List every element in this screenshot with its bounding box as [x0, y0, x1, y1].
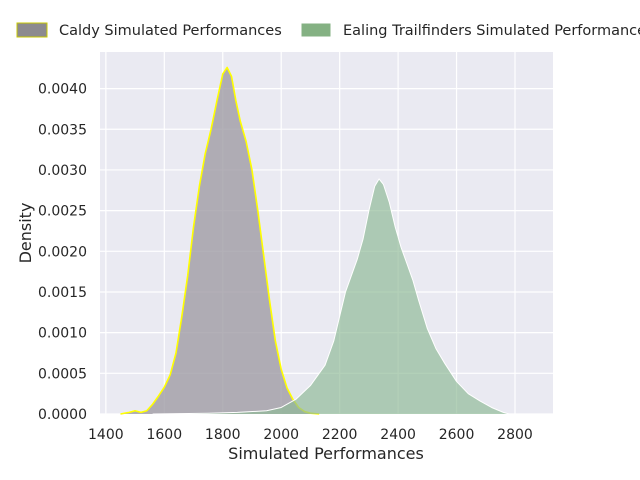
legend-label-caldy: Caldy Simulated Performances [59, 23, 282, 39]
x-tick-label: 2200 [322, 427, 358, 443]
x-tick-label: 2400 [380, 427, 416, 443]
y-tick-label: 0.0005 [38, 366, 87, 382]
y-tick-label: 0.0025 [38, 204, 87, 220]
x-tick-label: 2000 [263, 427, 299, 443]
y-axis-label: Density [16, 203, 35, 264]
density-line-ealing [152, 178, 510, 415]
legend-swatch-caldy [16, 22, 48, 38]
density-line-caldy [120, 66, 320, 415]
x-tick-label: 2800 [497, 427, 533, 443]
x-tick-label: 1800 [205, 427, 241, 443]
legend-swatch-ealing [300, 22, 332, 38]
legend-label-ealing: Ealing Trailfinders Simulated Performanc… [343, 23, 640, 39]
x-tick-label: 1600 [146, 427, 182, 443]
y-tick-label: 0.0030 [38, 163, 87, 179]
series-layer [120, 66, 510, 415]
x-tick-label: 1400 [88, 427, 124, 443]
y-tick-label: 0.0040 [38, 82, 87, 98]
y-tick-label: 0.0020 [38, 244, 87, 260]
density-area-ealing [152, 178, 510, 414]
density-area-caldy [120, 67, 320, 415]
y-tick-label: 0.0015 [38, 285, 87, 301]
x-tick-label: 2600 [439, 427, 475, 443]
y-axis-ticks: 0.0000 0.0005 0.0010 0.0015 0.0020 0.0025 0.00… [38, 82, 87, 423]
x-axis-label: Simulated Performances [228, 444, 424, 463]
y-tick-label: 0.0010 [38, 326, 87, 342]
y-tick-label: 0.0035 [38, 122, 87, 138]
x-axis-ticks: 1400 1600 1800 2000 2200 2400 2600 2800 [88, 427, 533, 443]
legend: Caldy Simulated Performances Ealing Trail… [16, 22, 640, 39]
y-tick-label: 0.0000 [38, 407, 87, 423]
